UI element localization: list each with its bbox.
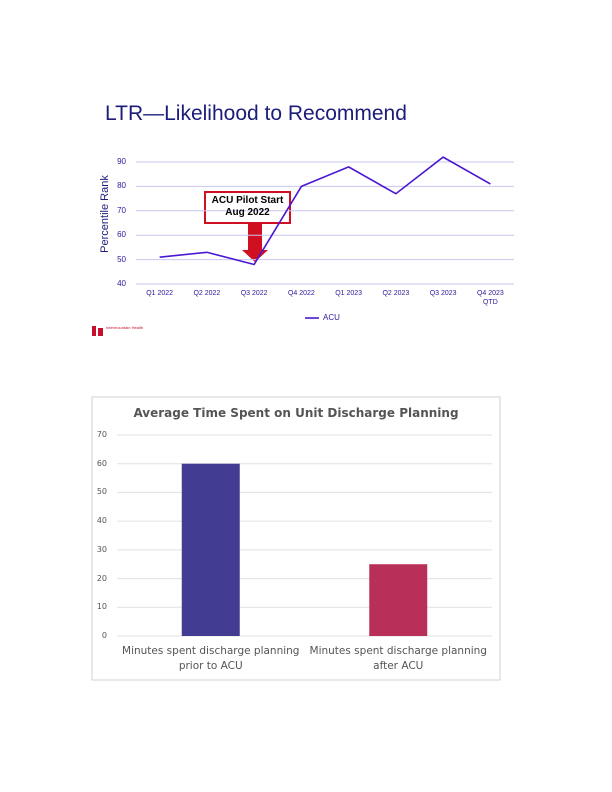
y-tick-label: 0	[101, 631, 107, 640]
x-tick-label: Minutes spent discharge planning after A…	[309, 645, 487, 672]
bar	[369, 564, 428, 636]
x-tick-label: Minutes spent discharge planning prior t…	[122, 645, 300, 672]
y-tick-label: 40	[117, 279, 126, 288]
x-tick-label: Q3 2023	[429, 290, 457, 297]
logo-text: Intermountain Health	[106, 325, 144, 330]
y-tick-label: 70	[96, 430, 107, 439]
y-tick-label: 90	[117, 157, 126, 166]
x-tick-label: Q4 2022	[287, 290, 315, 297]
legend-label: ACU	[323, 313, 340, 322]
x-tick-label: Q3 2022	[240, 290, 268, 297]
annotation-box	[204, 191, 291, 224]
annotation: ACU Pilot Start Aug 2022	[211, 195, 284, 218]
bar	[181, 463, 240, 636]
x-tick-label: Q2 2023	[382, 290, 410, 297]
x-tick-label: Q1 2023	[335, 290, 363, 297]
y-tick-label: 70	[117, 205, 126, 215]
y-tick-label: 40	[96, 516, 107, 526]
y-tick-label: 30	[96, 544, 107, 554]
y-tick-label: 10	[96, 602, 107, 612]
y-tick-label: 80	[117, 181, 126, 191]
x-tick-label: Q2 2022	[193, 290, 221, 297]
chart-title: LTR—Likelihood to Recommend	[105, 102, 407, 125]
y-tick-label: 50	[117, 254, 126, 264]
line	[159, 156, 491, 266]
annotation-arrow	[242, 221, 268, 262]
x-tick-label: Q1 2022	[146, 290, 174, 297]
y-tick-label: 60	[96, 458, 107, 468]
y-tick-label: 20	[96, 573, 107, 583]
chart-title: Average Time Spent on Unit Discharge Pla…	[133, 406, 459, 420]
y-tick-label: 60	[117, 230, 126, 240]
chart-frame	[91, 396, 501, 681]
logo-mark	[92, 326, 103, 336]
x-tick-label: Q4 2023 QTD	[476, 290, 504, 306]
y-tick-label: 50	[96, 487, 107, 497]
